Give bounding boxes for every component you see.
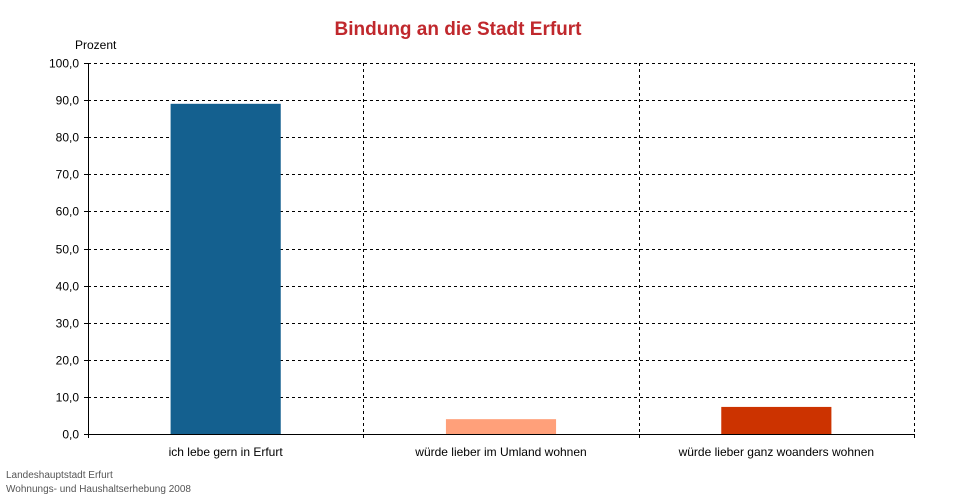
grid-layer: [88, 63, 915, 434]
bar-1: [170, 103, 281, 434]
y-tick-label: 30,0: [56, 317, 80, 331]
y-axis-label: Prozent: [75, 38, 117, 52]
x-category-label: ich lebe gern in Erfurt: [169, 445, 284, 459]
y-tick-label: 20,0: [56, 354, 80, 368]
x-category-label: würde lieber im Umland wohnen: [414, 445, 586, 459]
bar-3: [721, 406, 832, 434]
y-tick-label: 40,0: [56, 280, 80, 294]
y-tick-label: 0,0: [62, 428, 79, 442]
y-tick-label: 90,0: [56, 94, 80, 108]
y-tick-label: 10,0: [56, 391, 80, 405]
source-line-1: Landeshauptstadt Erfurt: [6, 470, 113, 481]
y-tick-label: 60,0: [56, 205, 80, 219]
y-tick-label: 100,0: [49, 57, 79, 71]
bar-layer: [170, 103, 832, 434]
label-layer: 0,0 10,0 20,0 30,0 40,0 50,0 60,0 70,0 80,0 90,0 1…: [49, 57, 874, 460]
y-tick-label: 70,0: [56, 168, 80, 182]
axis-layer: [84, 63, 915, 438]
y-tick-label: 50,0: [56, 243, 80, 257]
source-line-2: Wohnungs- und Haushaltserhebung 2008: [6, 484, 191, 495]
bar-2: [445, 419, 557, 434]
y-tick-label: 80,0: [56, 131, 80, 145]
chart-title: Bindung an die Stadt Erfurt: [335, 19, 583, 40]
x-category-label: würde lieber ganz woanders wohnen: [678, 445, 874, 459]
